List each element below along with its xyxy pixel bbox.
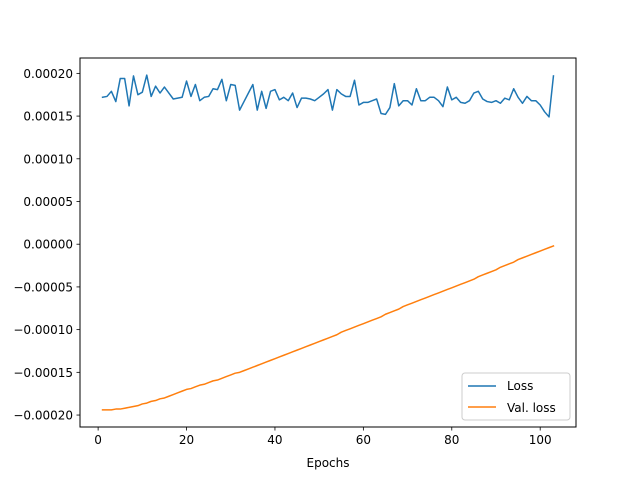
y-axis-ticks: −0.00020 −0.00015 −0.00010 −0.00005 0.00000 0… [13, 67, 80, 423]
x-tick-label: 40 [267, 433, 282, 447]
x-tick-label: 60 [356, 433, 371, 447]
y-tick-label: 0.00010 [23, 152, 73, 166]
legend-label-loss: Loss [507, 379, 533, 393]
y-tick-label: 0.00020 [23, 67, 73, 81]
y-tick-label: −0.00020 [13, 409, 73, 423]
y-tick-label: −0.00015 [13, 366, 73, 380]
series-layer [101, 74, 555, 411]
series-line-val-loss [101, 244, 555, 411]
x-tick-label: 80 [444, 433, 459, 447]
y-tick-label: 0.00005 [23, 195, 73, 209]
legend: Loss Val. loss [461, 372, 571, 421]
x-tick-label: 100 [529, 433, 552, 447]
x-axis-ticks: 0 20 40 60 80 100 [94, 427, 552, 447]
plot-area-background [80, 58, 576, 427]
plot-area-frame [79, 57, 577, 428]
legend-box [461, 372, 571, 421]
x-axis-label: Epochs [307, 456, 350, 470]
y-tick-label: −0.00005 [13, 280, 73, 294]
x-tick-label: 0 [94, 433, 102, 447]
y-tick-label: 0.00015 [23, 110, 73, 124]
x-tick-label: 20 [179, 433, 194, 447]
y-tick-label: 0.00000 [23, 238, 73, 252]
y-tick-label: −0.00010 [13, 323, 73, 337]
series-line-loss [101, 74, 555, 118]
legend-label-val-loss: Val. loss [507, 401, 556, 415]
